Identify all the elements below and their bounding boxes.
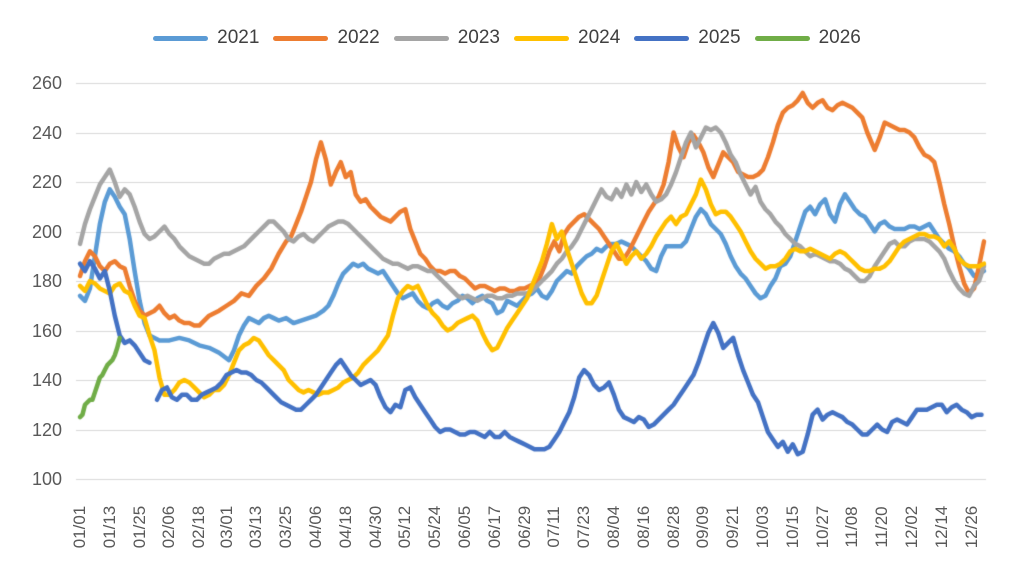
x-tick-label: 06/29 [514,505,534,549]
legend-item-2024: 2024 [514,26,620,50]
legend-label: 2026 [818,27,861,48]
y-tick-label: 240 [31,122,62,143]
y-tick-label: 220 [31,172,62,192]
x-tick-label: 05/24 [425,505,445,549]
y-tick-label: 160 [31,320,62,341]
x-tick-label: 03/01 [216,505,236,549]
legend-label: 2023 [457,27,500,48]
y-tick-label: 200 [31,221,62,242]
x-tick-label: 05/12 [395,505,415,549]
x-tick-label: 12/14 [931,505,951,549]
x-tick-label: 11/08 [842,506,862,548]
x-tick-label: 10/27 [812,505,832,549]
legend-item-2026: 2026 [754,26,861,50]
x-tick-label: 07/11 [544,506,564,548]
x-tick-label: 07/23 [574,505,594,549]
x-tick-label: 04/18 [335,505,355,549]
x-tick-label: 09/09 [693,505,713,549]
x-tick-label: 01/25 [129,505,149,549]
x-tick-label: 08/04 [603,505,623,549]
x-tick-label: 02/18 [189,505,209,549]
x-tick-label: 10/15 [782,505,802,549]
x-tick-label: 11/20 [872,506,892,548]
legend-line-swatch [393,35,449,41]
legend-item-2022: 2022 [273,26,380,50]
x-tick-label: 12/02 [901,505,921,549]
legend-label: 2025 [698,27,741,48]
x-tick-label: 10/03 [752,505,772,549]
legend-label: 2024 [578,27,621,48]
x-tick-label: 06/05 [454,505,474,549]
x-tick-label: 04/30 [365,505,385,549]
x-tick-label: 12/26 [961,505,981,549]
legend-line-swatch [634,35,690,41]
legend-label: 2022 [337,27,380,48]
y-tick-label: 120 [31,419,62,440]
legend-item-2023: 2023 [393,26,500,50]
legend-line-swatch [514,35,569,41]
y-tick-label: 140 [31,370,62,390]
x-tick-label: 04/06 [305,505,325,549]
x-tick-label: 03/25 [276,505,296,549]
x-tick-label: 08/28 [663,505,683,549]
legend-label: 2021 [217,27,260,48]
x-tick-label: 09/21 [723,505,743,549]
x-tick-label: 01/13 [99,505,119,549]
y-tick-label: 100 [31,469,62,489]
chart-legend: 2021 2022 2023 2024 2025 2026 [0,26,1014,50]
x-tick-label: 06/17 [484,505,504,549]
x-tick-label: 01/01 [70,505,89,549]
legend-line-swatch [153,35,209,41]
y-tick-label: 180 [31,271,62,291]
legend-item-2025: 2025 [634,26,741,50]
legend-line-swatch [754,35,810,41]
x-tick-label: 02/06 [159,505,179,549]
x-tick-label: 08/16 [633,505,653,549]
x-tick-label: 03/13 [246,505,266,549]
legend-item-2021: 2021 [153,26,259,50]
y-tick-label: 260 [31,73,62,93]
legend-line-swatch [273,35,329,41]
